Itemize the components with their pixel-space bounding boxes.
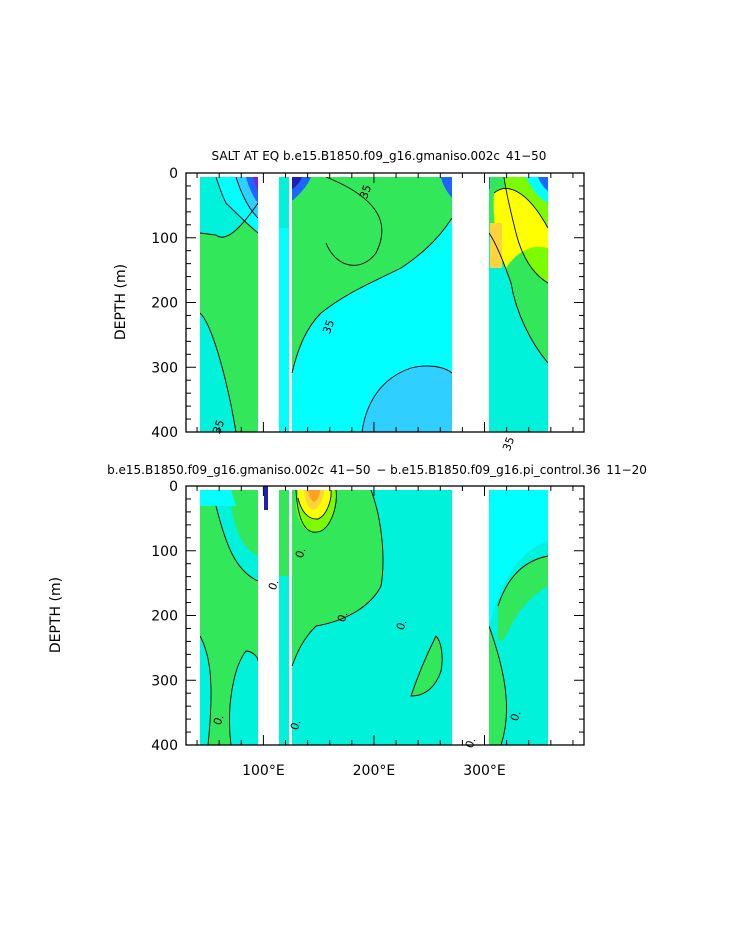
bottom-ticks: 0 100 200 300 400 100°E 200°E 300°E (151, 479, 584, 779)
top-y-tick-label: 400 (151, 425, 178, 441)
top-land-gap-1 (258, 173, 279, 432)
bottom-region-atlantic-deep-pos (489, 626, 507, 745)
top-y-tick-label: 300 (151, 360, 178, 376)
top-contour-label: 35 (210, 418, 227, 436)
top-y-tick-label: 100 (151, 231, 178, 247)
top-region-pacific-east-fresh (441, 177, 452, 198)
bottom-contour-line (199, 635, 212, 746)
bottom-contour-label: 0. (335, 610, 351, 624)
top-contour-line (503, 176, 549, 284)
top-y-axis-title: DEPTH (m) (113, 264, 129, 340)
bottom-region-indo-dot (264, 486, 268, 510)
bottom-contour-line (297, 489, 332, 520)
top-contour-line (199, 312, 237, 433)
bottom-y-tick-label: 300 (151, 673, 178, 689)
bottom-region-pacific-pos5 (308, 490, 320, 502)
bottom-region-pacific-pos (292, 490, 383, 666)
bottom-contour-label: 0. (211, 713, 227, 727)
top-region-west-core (253, 177, 258, 191)
top-land-gap-2 (452, 173, 489, 432)
bottom-contour-label: 0. (463, 736, 479, 750)
top-contour-label: 35 (500, 435, 517, 453)
bottom-region-atlantic-neg (489, 490, 548, 626)
bottom-contour-label: 0. (266, 578, 282, 592)
top-region-pacific-salty-core (326, 177, 388, 266)
bottom-y-tick-label: 200 (151, 609, 178, 625)
top-region-west-salty (200, 203, 258, 432)
bottom-y-tick-label: 400 (151, 738, 178, 754)
bottom-y-tick-label: 0 (169, 479, 178, 495)
bottom-filled-contours (200, 490, 548, 745)
bottom-contour-lines (199, 489, 549, 746)
bottom-contour-line (410, 635, 443, 697)
bottom-region-strip (279, 490, 289, 745)
bottom-panel: 0. 0. 0. 0. 0. 0. 0. 0. 0 100 200 300 400 100°E 200°E… (151, 479, 585, 779)
bottom-contour-line (488, 625, 507, 746)
bottom-land-gap-1 (258, 486, 279, 745)
bottom-title: b.e15.B1850.f09_g16.gmaniso.002c 41−50 −… (107, 463, 649, 477)
top-contour-line (235, 176, 259, 219)
top-contour-label: 35 (320, 318, 337, 336)
bottom-region-strip-pos (279, 490, 289, 576)
top-region-atlantic-saltiest (493, 188, 548, 268)
bottom-contour-line (215, 505, 259, 582)
bottom-region-west-deep-neg2 (229, 651, 258, 745)
bottom-region-west-neg2 (200, 490, 236, 506)
top-contour-label: 35 (357, 183, 374, 201)
bottom-region-west-deep-neg (200, 636, 212, 745)
bottom-x-tick-label: 300°E (463, 763, 506, 779)
bottom-x-tick-label: 200°E (353, 763, 396, 779)
top-contour-line (493, 188, 549, 229)
top-contour-line (325, 176, 383, 266)
bottom-y-tick-label: 100 (151, 544, 178, 560)
bottom-region-atlantic-pos (498, 556, 548, 642)
top-surface-gap (186, 173, 584, 177)
top-region-strip-fresh (279, 228, 289, 432)
top-contour-line (291, 217, 453, 374)
top-region-pacific-deep (362, 365, 452, 432)
bottom-contour-label: 0. (293, 546, 309, 560)
bottom-contour-label: 0. (394, 618, 410, 632)
top-contour-line (361, 365, 453, 433)
top-y-tick-label: 200 (151, 296, 178, 312)
bottom-land-gap-2 (452, 486, 489, 745)
top-ticks: 0 100 200 300 400 (151, 166, 584, 441)
bottom-contour-line (497, 555, 549, 607)
bottom-region-pacific-deep-pos (411, 636, 443, 696)
top-region-pacific-west-freshest (292, 177, 302, 189)
top-region-atlantic-east-freshest (538, 177, 548, 191)
bottom-region-west-neg (216, 506, 258, 581)
bottom-contour-line (295, 489, 337, 533)
bottom-contour-labels: 0. 0. 0. 0. 0. 0. 0. 0. (211, 546, 524, 750)
top-y-tick-label: 0 (169, 166, 178, 182)
top-title: SALT AT EQ b.e15.B1850.f09_g16.gmaniso.0… (212, 149, 549, 163)
top-contour-line (488, 232, 549, 364)
bottom-contour-line (291, 489, 384, 667)
bottom-x-tick-label: 100°E (242, 763, 285, 779)
bottom-contour-label: 0. (288, 718, 304, 732)
bottom-contour-label: 0. (508, 709, 524, 723)
top-contour-line (215, 176, 259, 234)
bottom-y-axis-title: DEPTH (m) (48, 577, 64, 653)
bottom-contour-line (229, 650, 259, 746)
bottom-surface-gap (186, 486, 584, 490)
top-filled-contours (200, 177, 548, 432)
top-contour-lines (199, 176, 549, 433)
